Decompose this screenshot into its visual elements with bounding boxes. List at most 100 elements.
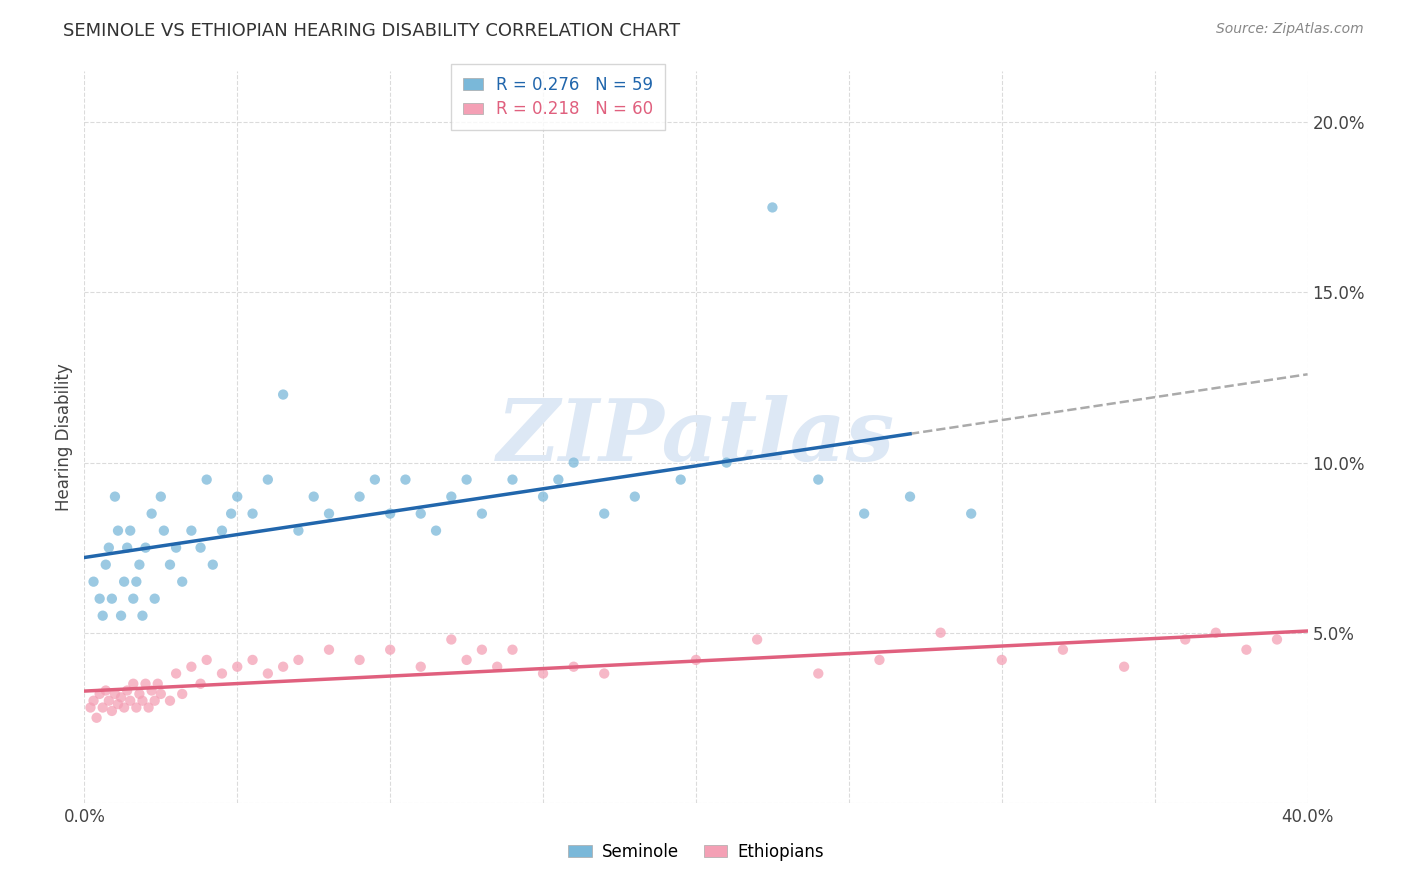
Point [149,687,172,701]
Point [669,473,692,487]
Point [201,558,224,572]
Point [716,456,738,470]
Point [107,697,129,711]
Point [135,541,157,555]
Point [153,524,176,538]
Point [593,666,616,681]
Point [394,473,416,487]
Point [190,541,212,555]
Point [318,642,340,657]
Point [242,507,264,521]
Point [471,507,494,521]
Point [172,687,194,701]
Point [380,507,402,521]
Point [456,473,478,487]
Point [287,653,309,667]
Point [409,507,432,521]
Point [302,490,325,504]
Point [115,683,138,698]
Point [562,659,585,673]
Point [143,694,166,708]
Point [128,687,150,701]
Point [165,541,187,555]
Point [172,574,194,589]
Point [94,683,117,698]
Point [440,490,463,504]
Point [349,490,371,504]
Text: Source: ZipAtlas.com: Source: ZipAtlas.com [1216,22,1364,37]
Point [807,666,830,681]
Point [143,591,166,606]
Point [125,574,148,589]
Point [101,704,124,718]
Point [1236,642,1258,657]
Point [101,591,124,606]
Point [122,677,145,691]
Point [287,524,309,538]
Point [120,694,142,708]
Point [318,507,340,521]
Point [1114,659,1136,673]
Point [531,490,554,504]
Point [131,694,153,708]
Point [271,659,294,673]
Point [991,653,1014,667]
Point [79,700,101,714]
Point [128,558,150,572]
Legend: Seminole, Ethiopians: Seminole, Ethiopians [561,837,831,868]
Point [471,642,494,657]
Point [929,625,952,640]
Point [141,507,163,521]
Point [211,524,233,538]
Point [159,694,181,708]
Point [502,642,524,657]
Point [624,490,647,504]
Point [159,558,181,572]
Point [531,666,554,681]
Point [593,507,616,521]
Point [91,700,114,714]
Point [112,700,135,714]
Point [425,524,447,538]
Point [165,666,187,681]
Text: ZIPatlas: ZIPatlas [496,395,896,479]
Point [104,490,127,504]
Point [1205,625,1227,640]
Point [89,687,111,701]
Point [125,700,148,714]
Point [409,659,432,673]
Point [364,473,387,487]
Point [131,608,153,623]
Point [110,690,132,705]
Point [107,524,129,538]
Point [257,473,280,487]
Point [685,653,707,667]
Point [747,632,769,647]
Point [83,574,105,589]
Point [440,632,463,647]
Point [226,659,249,673]
Point [190,677,212,691]
Point [1265,632,1288,647]
Point [898,490,921,504]
Point [83,694,105,708]
Point [853,507,876,521]
Point [141,683,163,698]
Point [257,666,280,681]
Point [146,677,169,691]
Y-axis label: Hearing Disability: Hearing Disability [55,363,73,511]
Point [115,541,138,555]
Point [91,608,114,623]
Point [349,653,371,667]
Point [1174,632,1197,647]
Point [761,201,783,215]
Point [380,642,402,657]
Text: SEMINOLE VS ETHIOPIAN HEARING DISABILITY CORRELATION CHART: SEMINOLE VS ETHIOPIAN HEARING DISABILITY… [63,22,681,40]
Point [97,694,120,708]
Point [112,574,135,589]
Point [195,653,218,667]
Point [122,591,145,606]
Point [138,700,160,714]
Point [120,524,142,538]
Point [97,541,120,555]
